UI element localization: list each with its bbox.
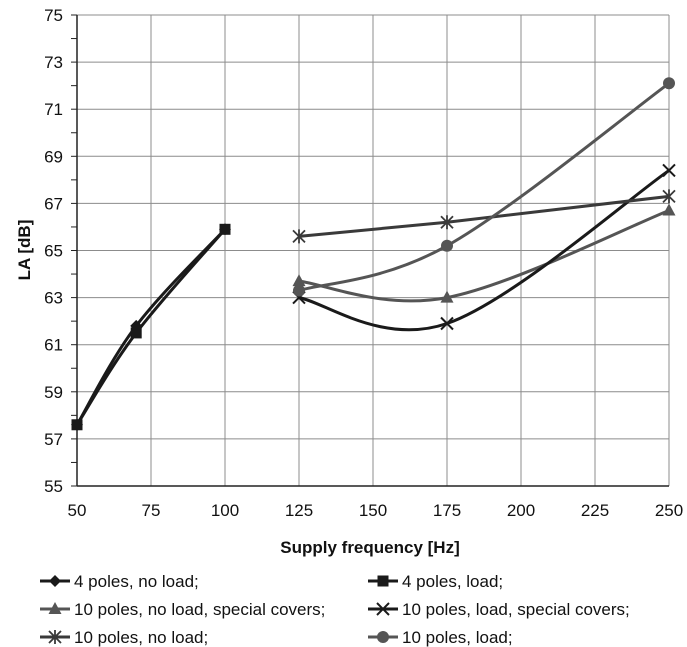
data-point xyxy=(293,284,305,297)
data-point xyxy=(49,575,61,587)
x-tick-label: 200 xyxy=(507,501,535,520)
grid xyxy=(77,14,670,486)
x-tick-label: 250 xyxy=(655,501,683,520)
legend-item: 10 poles, no load, special covers; xyxy=(40,600,325,619)
data-point xyxy=(440,215,454,230)
data-point xyxy=(48,630,62,644)
y-tick-label: 61 xyxy=(44,336,63,355)
series-6 xyxy=(293,77,675,297)
legend-label: 10 poles, no load, special covers; xyxy=(74,600,325,619)
legend-item: 10 poles, load; xyxy=(368,628,513,647)
tick-labels: 50 75 100 125 150 175 200 225 250 55 57 59 61 63 65 67 6… xyxy=(44,6,683,520)
x-axis-label: Supply frequency [Hz] xyxy=(280,538,459,557)
y-tick-label: 73 xyxy=(44,53,63,72)
data-point xyxy=(663,77,675,90)
data-point xyxy=(292,274,306,287)
data-point xyxy=(440,316,454,331)
data-point xyxy=(130,327,142,339)
y-tick-label: 63 xyxy=(44,289,63,308)
legend-label: 10 poles, load, special covers; xyxy=(402,600,630,619)
x-tick-label: 100 xyxy=(211,501,239,520)
data-point xyxy=(219,223,231,235)
y-tick-label: 75 xyxy=(44,6,63,25)
y-tick-label: 55 xyxy=(44,477,63,496)
y-axis-label: LA [dB] xyxy=(15,220,34,281)
data-point xyxy=(376,602,390,616)
data-point xyxy=(377,631,389,643)
data-point xyxy=(292,229,306,244)
x-tick-label: 75 xyxy=(142,501,161,520)
series-4 xyxy=(292,163,676,332)
legend-label: 4 poles, load; xyxy=(402,572,503,591)
data-point xyxy=(662,189,676,204)
legend-label: 10 poles, no load; xyxy=(74,628,208,647)
y-tick-label: 67 xyxy=(44,194,63,213)
series-line xyxy=(298,194,670,238)
data-point xyxy=(48,602,62,614)
legend-item: 10 poles, no load; xyxy=(40,628,208,647)
y-tick-label: 59 xyxy=(44,383,63,402)
x-tick-label: 50 xyxy=(68,501,87,520)
legend-item: 10 poles, load, special covers; xyxy=(368,600,630,619)
legend-label: 10 poles, load; xyxy=(402,628,513,647)
series-line xyxy=(298,209,670,303)
series-3 xyxy=(292,203,676,303)
series-group xyxy=(71,77,676,431)
x-tick-label: 150 xyxy=(359,501,387,520)
y-tick-label: 69 xyxy=(44,147,63,166)
y-tick-label: 65 xyxy=(44,242,63,261)
axes xyxy=(71,14,669,487)
y-tick-label: 57 xyxy=(44,430,63,449)
data-point xyxy=(662,203,676,216)
data-point xyxy=(440,290,454,303)
series-2 xyxy=(71,223,231,431)
series-5 xyxy=(292,189,676,244)
legend-item: 4 poles, load; xyxy=(368,572,503,591)
legend-label: 4 poles, no load; xyxy=(74,572,199,591)
x-tick-label: 225 xyxy=(581,501,609,520)
data-point xyxy=(377,575,389,587)
legend-item: 4 poles, no load; xyxy=(40,572,199,591)
data-point xyxy=(441,239,453,252)
series-line xyxy=(298,82,670,292)
legend: 4 poles, no load; 4 poles, load; 10 poles,… xyxy=(40,572,630,647)
data-point xyxy=(662,163,676,178)
x-tick-label: 175 xyxy=(433,501,461,520)
x-tick-label: 125 xyxy=(285,501,313,520)
series-line xyxy=(298,169,670,332)
y-tick-label: 71 xyxy=(44,100,63,119)
data-point xyxy=(71,419,83,431)
